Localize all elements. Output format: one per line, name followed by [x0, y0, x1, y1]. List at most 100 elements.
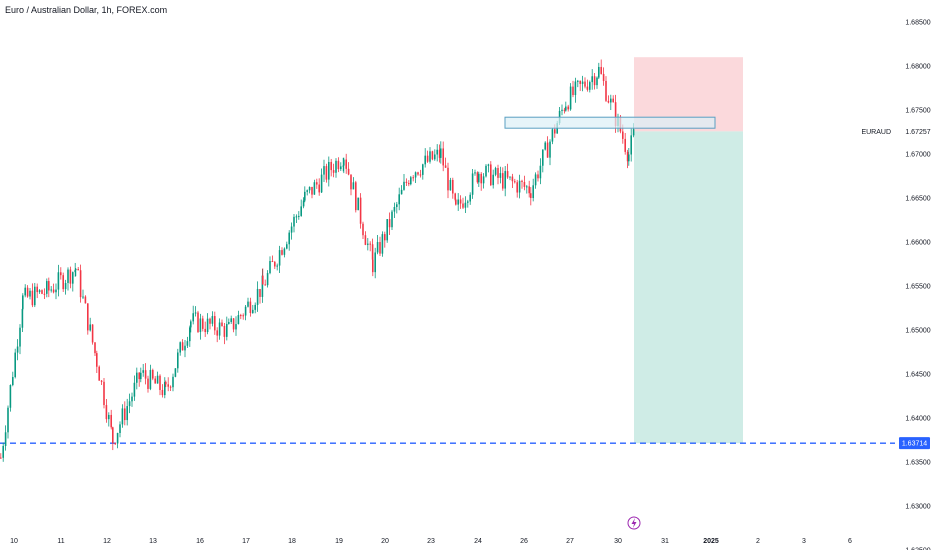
candle[interactable] — [436, 144, 438, 162]
candle[interactable] — [281, 247, 283, 256]
candle[interactable] — [518, 174, 521, 199]
candle[interactable] — [352, 177, 355, 190]
candle[interactable] — [242, 313, 244, 320]
candle[interactable] — [574, 77, 577, 103]
candle[interactable] — [79, 264, 82, 303]
candle[interactable] — [330, 158, 332, 177]
candle[interactable] — [480, 172, 482, 191]
candle[interactable] — [147, 375, 149, 393]
candle[interactable] — [417, 171, 419, 176]
candle[interactable] — [474, 169, 476, 176]
candle[interactable] — [192, 305, 194, 325]
candle[interactable] — [607, 95, 610, 104]
candle[interactable] — [26, 285, 29, 298]
candle[interactable] — [7, 405, 9, 439]
candle[interactable] — [110, 409, 112, 430]
candle[interactable] — [523, 175, 526, 191]
candle[interactable] — [602, 67, 605, 86]
candle[interactable] — [624, 132, 626, 155]
candle[interactable] — [43, 288, 46, 299]
candle[interactable] — [211, 311, 214, 327]
candle[interactable] — [396, 201, 398, 214]
candle[interactable] — [598, 62, 600, 80]
candle[interactable] — [412, 175, 414, 182]
candle[interactable] — [144, 363, 147, 385]
candle[interactable] — [12, 371, 14, 387]
candle[interactable] — [424, 148, 426, 168]
candle[interactable] — [410, 175, 412, 186]
candle[interactable] — [497, 164, 499, 185]
candle[interactable] — [528, 180, 530, 198]
candle[interactable] — [82, 289, 84, 299]
candle[interactable] — [100, 379, 103, 386]
candle[interactable] — [232, 317, 235, 333]
candle[interactable] — [16, 339, 19, 361]
candle[interactable] — [159, 374, 161, 396]
candle[interactable] — [60, 267, 62, 280]
candle[interactable] — [154, 376, 156, 384]
candle[interactable] — [149, 364, 152, 391]
candle[interactable] — [247, 297, 249, 308]
candle[interactable] — [429, 147, 431, 164]
candle[interactable] — [133, 375, 136, 401]
candle[interactable] — [169, 385, 172, 392]
candle[interactable] — [431, 150, 434, 161]
candle[interactable] — [323, 159, 325, 182]
candle[interactable] — [359, 193, 362, 229]
candle[interactable] — [221, 319, 223, 327]
candle[interactable] — [593, 72, 596, 90]
candle[interactable] — [400, 185, 403, 195]
candle[interactable] — [471, 169, 474, 199]
candle[interactable] — [572, 80, 574, 98]
candle[interactable] — [9, 384, 12, 412]
candle[interactable] — [271, 255, 274, 263]
candle[interactable] — [209, 317, 211, 330]
candle[interactable] — [202, 315, 204, 332]
candle[interactable] — [388, 212, 391, 236]
candle[interactable] — [306, 189, 308, 196]
candle[interactable] — [75, 268, 77, 277]
candle[interactable] — [190, 319, 192, 333]
candle[interactable] — [105, 399, 108, 423]
candle[interactable] — [565, 101, 567, 112]
candle[interactable] — [478, 171, 480, 187]
candle[interactable] — [84, 295, 87, 304]
candle[interactable] — [230, 315, 232, 324]
candle[interactable] — [41, 289, 43, 295]
candle[interactable] — [422, 163, 424, 180]
candle[interactable] — [482, 173, 485, 189]
candle[interactable] — [52, 283, 55, 294]
candle[interactable] — [240, 313, 242, 320]
candle[interactable] — [419, 169, 422, 178]
candle[interactable] — [67, 267, 69, 291]
candle[interactable] — [87, 303, 89, 335]
candle[interactable] — [72, 271, 74, 292]
candle[interactable] — [457, 193, 459, 211]
candle[interactable] — [165, 380, 167, 388]
candle[interactable] — [197, 310, 199, 334]
candle[interactable] — [586, 79, 589, 92]
candle[interactable] — [357, 197, 359, 211]
candle[interactable] — [262, 268, 264, 285]
candle[interactable] — [393, 202, 396, 219]
candle[interactable] — [302, 197, 305, 209]
candle[interactable] — [408, 180, 410, 187]
candle[interactable] — [140, 367, 142, 383]
candle[interactable] — [374, 247, 376, 279]
candle[interactable] — [371, 238, 374, 260]
candle[interactable] — [610, 94, 612, 111]
candle[interactable] — [22, 293, 24, 311]
candle[interactable] — [62, 272, 64, 292]
candle[interactable] — [199, 313, 202, 340]
candle[interactable] — [502, 167, 504, 191]
candle[interactable] — [579, 80, 581, 91]
candle[interactable] — [184, 339, 186, 358]
candle[interactable] — [223, 323, 226, 345]
candle[interactable] — [612, 95, 614, 103]
candle[interactable] — [266, 270, 269, 288]
candle[interactable] — [581, 75, 584, 92]
candle[interactable] — [369, 241, 371, 252]
candle[interactable] — [563, 107, 566, 114]
candle[interactable] — [335, 158, 337, 178]
candle[interactable] — [362, 221, 364, 239]
